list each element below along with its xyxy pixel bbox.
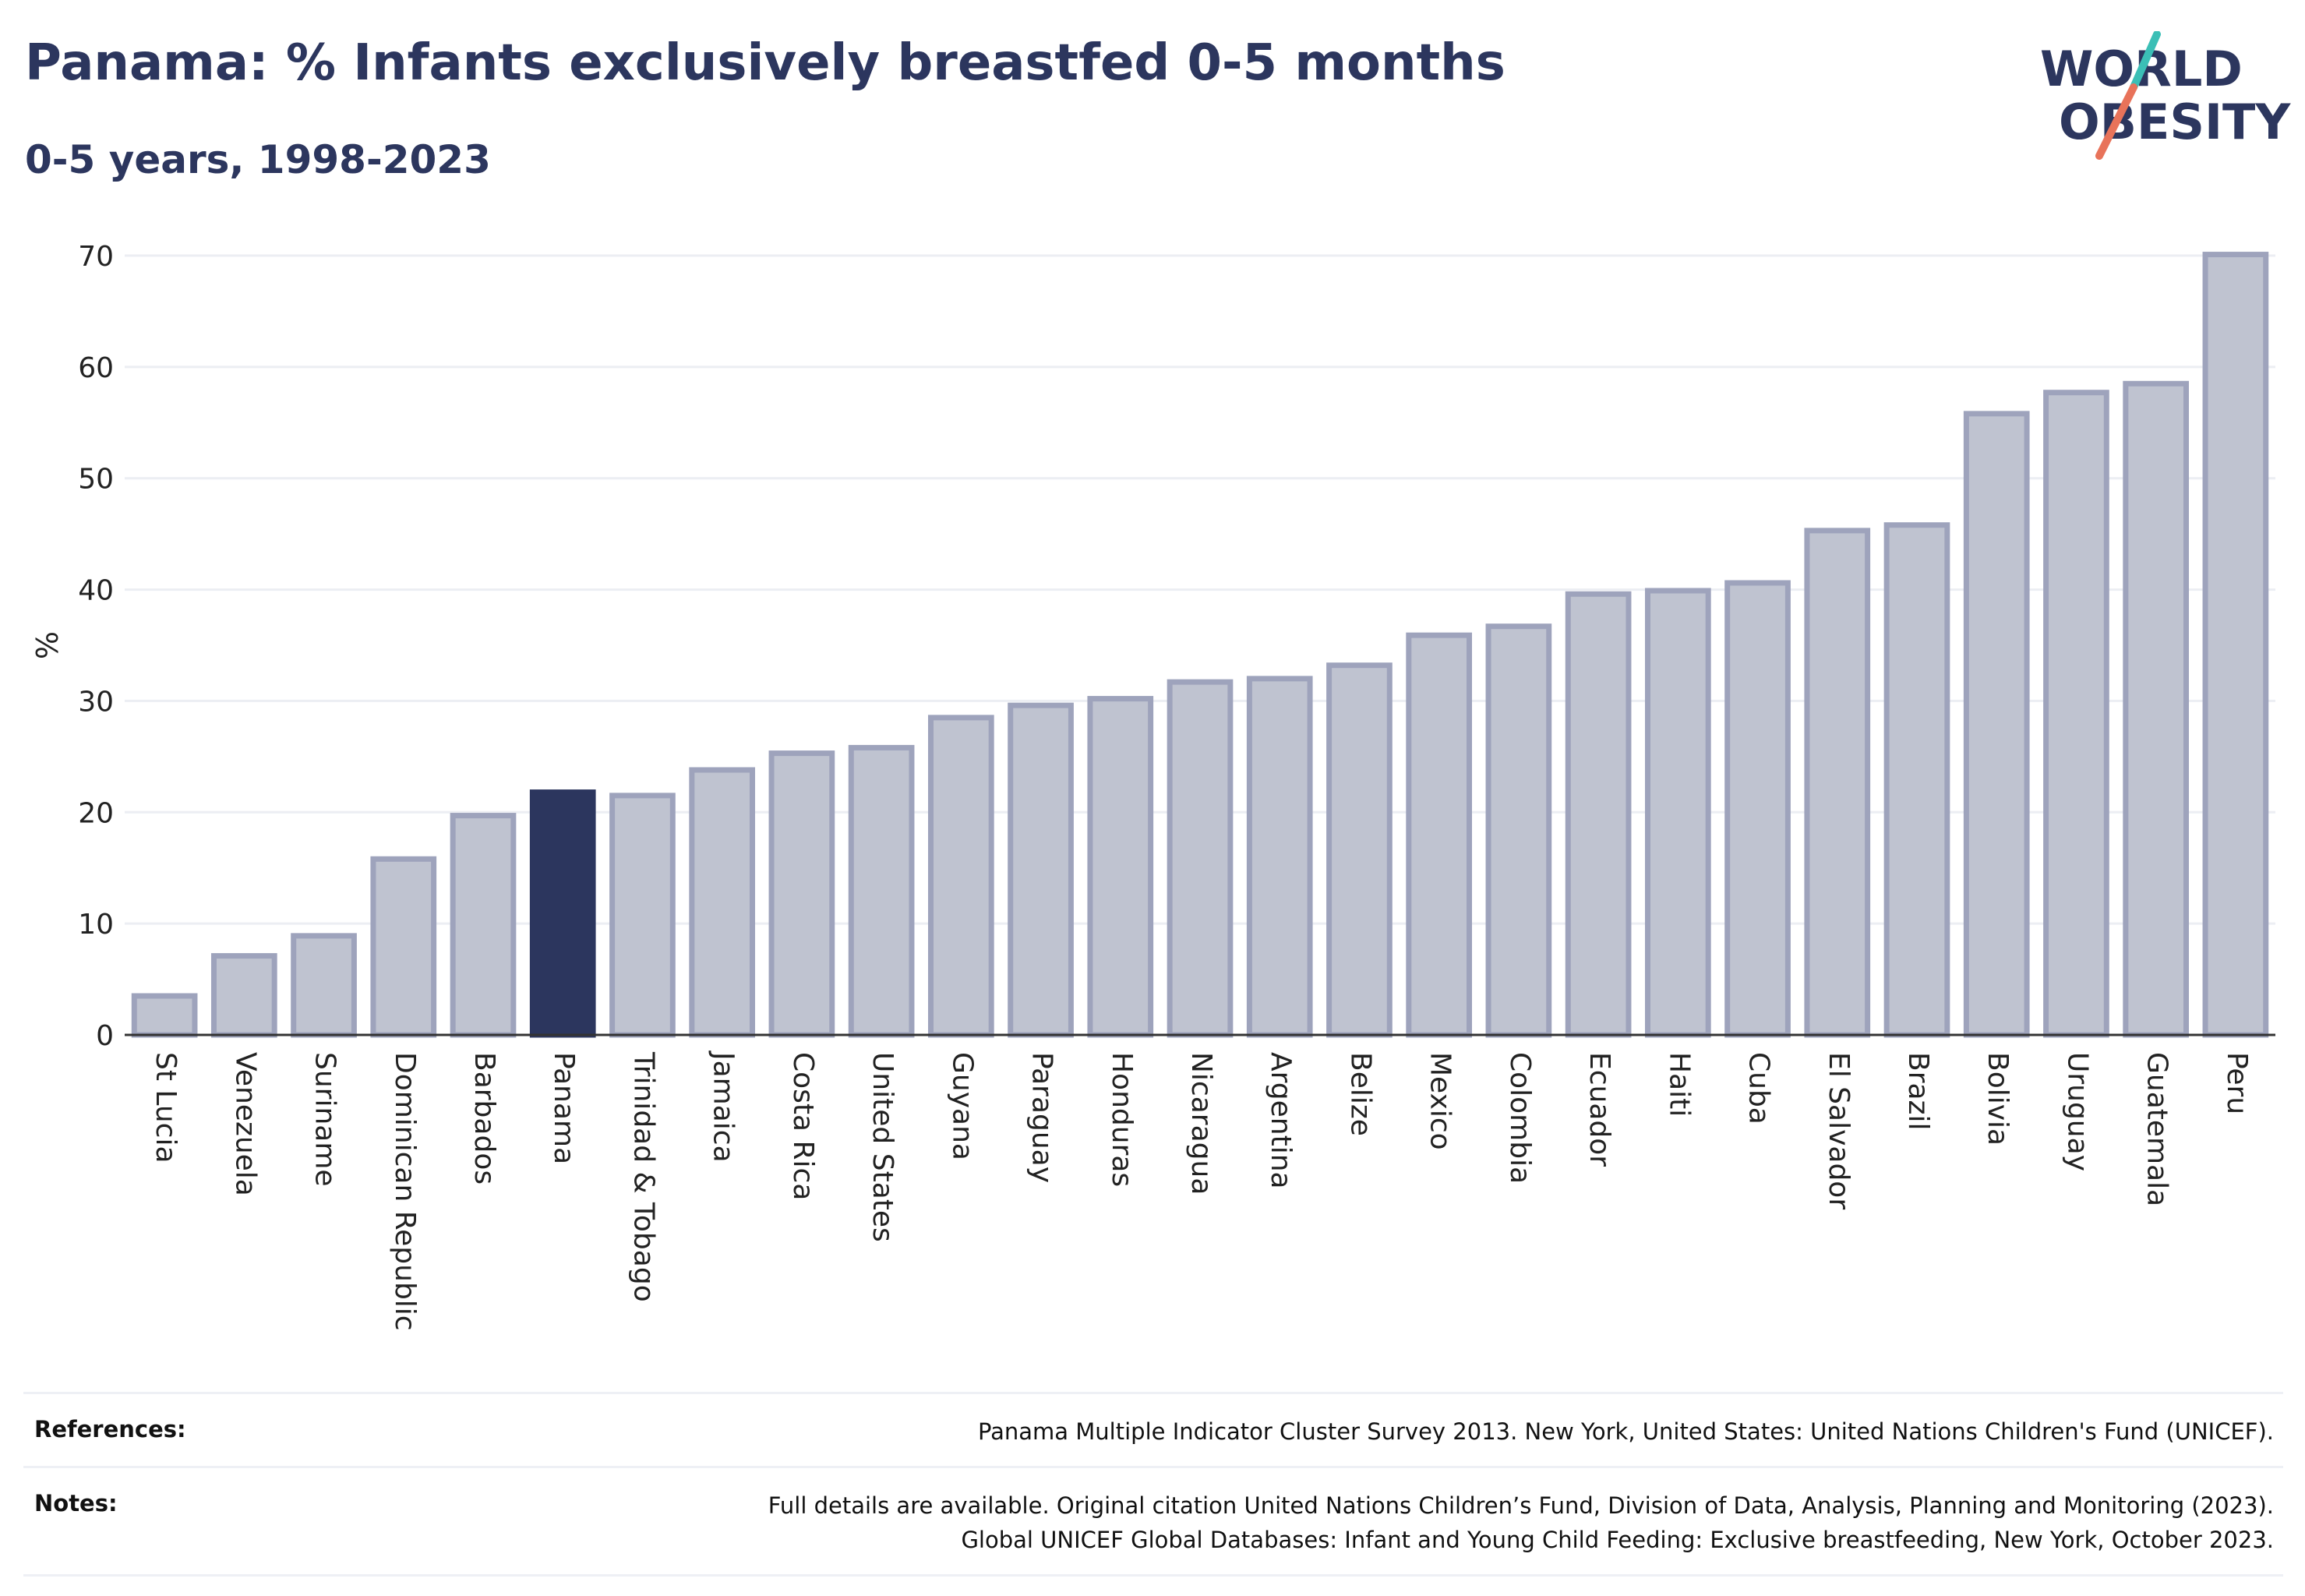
bar-trinidad-tobago [609, 793, 676, 1038]
bar-venezuela [210, 953, 277, 1038]
notes-row: Notes: Full details are available. Origi… [23, 1466, 2283, 1577]
notes-line-1: Full details are available. Original cit… [768, 1492, 2274, 1519]
world-obesity-logo: WORLD OBESITY [2040, 31, 2291, 160]
chart-title: Panama: % Infants exclusively breastfed … [25, 34, 1505, 92]
bar-guyana [927, 715, 994, 1038]
notes-line-2: Global UNICEF Global Databases: Infant a… [961, 1527, 2274, 1553]
bar-united-states [848, 744, 915, 1038]
bar-chart: 0 10 20 30 40 50 60 70 St Lucia Venezuela Suriname… [29, 241, 2275, 1331]
x-tick-label: Bolivia [1982, 1052, 2014, 1146]
x-tick-label: Nicaragua [1185, 1052, 1217, 1195]
x-tick-label: El Salvador [1823, 1052, 1855, 1209]
x-tick-label: Panama [548, 1052, 580, 1164]
x-tick-label: Guyana [946, 1052, 978, 1160]
references-table: References: Panama Multiple Indicator Cl… [23, 1392, 2283, 1577]
references-row: References: Panama Multiple Indicator Cl… [23, 1392, 2283, 1466]
label-layer: 0 10 20 30 40 50 60 70 St Lucia Venezuela Suriname… [78, 241, 2253, 1331]
x-tick-label: St Lucia [150, 1052, 182, 1163]
bar-barbados [450, 813, 517, 1038]
bar-belize [1326, 662, 1393, 1038]
x-tick-label: Ecuador [1583, 1052, 1615, 1167]
x-tick-label: Dominican Republic [389, 1052, 421, 1331]
notes-text: Full details are available. Original cit… [23, 1468, 2283, 1574]
x-tick-label: Colombia [1504, 1052, 1536, 1184]
y-tick-label: 20 [78, 797, 114, 829]
x-tick-label: Brazil [1902, 1052, 1934, 1130]
bar-colombia [1485, 623, 1552, 1038]
bar-dominican-republic [370, 856, 437, 1038]
y-tick-label: 50 [78, 464, 114, 496]
bar-layer [125, 252, 2275, 1038]
logo-slash-teal [2130, 31, 2161, 91]
y-tick-label: 30 [78, 686, 114, 718]
x-tick-label: United States [867, 1052, 898, 1242]
x-tick-label: Paraguay [1026, 1052, 1058, 1183]
x-tick-label: Argentina [1265, 1052, 1297, 1189]
x-tick-label: Suriname [309, 1052, 341, 1187]
x-tick-label: Cuba [1743, 1052, 1775, 1125]
x-tick-label: Mexico [1424, 1052, 1456, 1150]
x-tick-label: Barbados [468, 1052, 500, 1185]
x-tick-label: Venezuela [229, 1052, 261, 1196]
bar-uruguay [2043, 390, 2109, 1038]
bar-mexico [1406, 632, 1473, 1038]
bar-bolivia [1963, 411, 2030, 1038]
bar-costa-rica [768, 750, 835, 1038]
y-axis-label: % [29, 631, 63, 659]
bar-st-lucia [131, 993, 198, 1038]
x-tick-label: Trinidad & Tobago [627, 1051, 659, 1302]
notes-label: Notes: [34, 1490, 118, 1517]
bar-cuba [1724, 580, 1791, 1038]
x-tick-label: Peru [2221, 1052, 2253, 1114]
bar-suriname [291, 933, 357, 1038]
bar-nicaragua [1167, 679, 1234, 1038]
x-tick-label: Costa Rica [787, 1052, 819, 1200]
y-tick-label: 10 [78, 909, 114, 941]
x-tick-label: Honduras [1106, 1052, 1138, 1187]
bar-haiti [1644, 588, 1711, 1038]
logo-slash-coral [2095, 83, 2137, 160]
bar-ecuador [1565, 591, 1632, 1038]
x-tick-label: Guatemala [2141, 1052, 2173, 1206]
bar-guatemala [2123, 380, 2190, 1038]
x-tick-label: Jamaica [708, 1050, 740, 1163]
bar-el-salvador [1804, 528, 1871, 1038]
bar-panama [529, 789, 596, 1038]
bar-brazil [1883, 522, 1950, 1038]
logo-word-obesity: OBESITY [2059, 94, 2291, 150]
references-text: Panama Multiple Indicator Cluster Survey… [23, 1394, 2283, 1466]
y-tick-label: 40 [78, 575, 114, 607]
bar-paraguay [1008, 702, 1074, 1038]
y-tick-label: 70 [78, 241, 114, 273]
bar-peru [2202, 252, 2269, 1038]
x-tick-label: Haiti [1663, 1052, 1695, 1117]
x-tick-label: Uruguay [2061, 1052, 2093, 1171]
y-tick-label: 0 [96, 1020, 114, 1052]
bar-jamaica [689, 767, 756, 1038]
chart-subtitle: 0-5 years, 1998-2023 [25, 137, 491, 182]
bar-honduras [1087, 696, 1154, 1038]
x-tick-label: Belize [1344, 1052, 1376, 1136]
references-citation: Panama Multiple Indicator Cluster Survey… [977, 1418, 2274, 1445]
y-tick-label: 60 [78, 352, 114, 384]
references-label: References: [34, 1416, 186, 1442]
bar-argentina [1246, 676, 1313, 1038]
